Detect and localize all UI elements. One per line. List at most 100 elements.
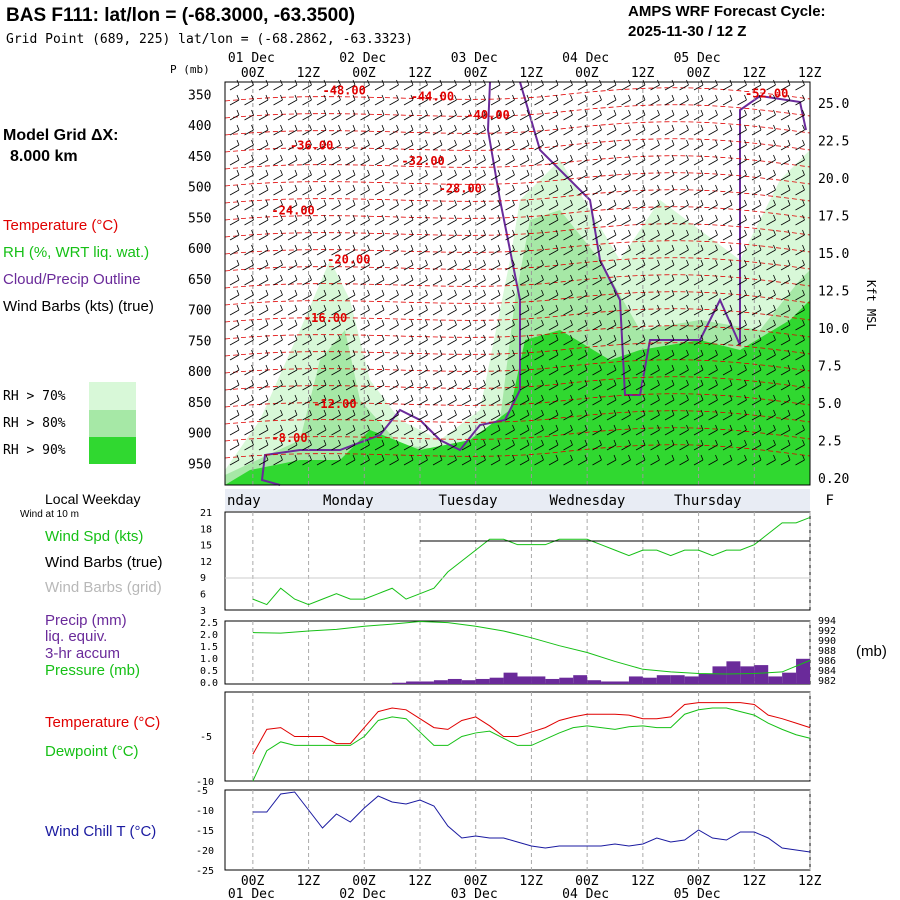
wind-barb <box>577 364 588 376</box>
wind-barb <box>722 124 733 136</box>
wind-barb <box>505 154 515 166</box>
wind-barb <box>302 109 312 121</box>
page-title: BAS F111: lat/lon = (-68.3000, -63.3500) <box>6 5 356 26</box>
temp-ytick: -5 <box>200 732 212 743</box>
wind-barb <box>766 274 776 286</box>
wind-barb <box>563 154 573 166</box>
wind-barb <box>751 409 762 421</box>
precip-ytick: 0.0 <box>200 678 218 689</box>
wind-barb <box>737 289 747 301</box>
wind-barb <box>519 169 530 181</box>
wind-barb <box>722 409 733 421</box>
wind-barb <box>389 364 399 376</box>
wind-barb <box>693 94 704 106</box>
wind-barb <box>490 259 501 271</box>
top-time-tick: 12Z <box>631 66 655 81</box>
wind-barb <box>737 454 747 466</box>
wind-barb <box>418 439 428 451</box>
wind-barb <box>403 94 414 106</box>
wind-barb <box>548 409 559 421</box>
wind-barb <box>418 379 428 391</box>
wind-barb <box>476 349 486 361</box>
wind-barb <box>490 364 501 376</box>
wind-barb <box>418 214 428 226</box>
wind-barb <box>403 304 414 316</box>
height-tick: 7.5 <box>818 360 841 375</box>
wind-barb <box>374 229 385 241</box>
wind-barb <box>780 94 791 106</box>
cloud-outline-2 <box>519 81 807 396</box>
wind-barb <box>722 379 733 391</box>
wind-barb <box>432 124 443 136</box>
wind-barb <box>287 394 298 406</box>
wind-barb <box>780 109 791 121</box>
wind-barb <box>679 424 689 436</box>
precip-bar <box>587 680 602 684</box>
wind-barb <box>331 439 341 451</box>
wind-barb <box>606 229 617 241</box>
wind-barb <box>258 154 269 166</box>
wind-barb <box>621 154 631 166</box>
wind-barb <box>258 289 269 301</box>
precip-label-2: liq. equiv. <box>45 628 108 645</box>
wind-barb <box>244 274 254 286</box>
wind-barb <box>548 334 559 346</box>
wind-barb <box>447 199 457 211</box>
wind-barb <box>258 274 269 286</box>
rh80-swatch <box>89 410 136 437</box>
pressure-ytick: 994 <box>818 616 836 627</box>
wind-barb <box>621 439 631 451</box>
wind-barb <box>490 304 501 316</box>
wind-barb <box>548 349 559 361</box>
precip-bar <box>698 673 713 684</box>
wind-barb <box>374 124 385 136</box>
wind-barb <box>345 439 356 451</box>
wind-barb <box>490 394 501 406</box>
wind-barb <box>563 334 573 346</box>
wind-barb <box>360 409 370 421</box>
wind-barb <box>316 454 327 466</box>
wind-barb <box>229 334 240 346</box>
wind-barb <box>229 139 240 151</box>
wind-barb <box>418 109 428 121</box>
wind-barb <box>360 94 370 106</box>
wind-barb <box>577 334 588 346</box>
bottom-time-tick: 00Z <box>687 874 711 889</box>
wind-barb <box>287 244 298 256</box>
wind-barb <box>693 319 704 331</box>
wind-barb <box>722 94 733 106</box>
wind-barb <box>592 274 602 286</box>
wind-barb <box>447 124 457 136</box>
wind-barb <box>679 454 689 466</box>
wind-barb <box>737 439 747 451</box>
wind-barb <box>273 379 283 391</box>
wind-barb <box>708 379 718 391</box>
wind-barb <box>505 199 515 211</box>
wind-barb <box>345 199 356 211</box>
wind-barb <box>447 364 457 376</box>
wind-barb <box>650 334 660 346</box>
wind-barb <box>476 394 486 406</box>
wind-barb <box>229 94 240 106</box>
wind-barb <box>461 379 472 391</box>
rh90-label: RH > 90% <box>3 443 66 458</box>
wind-barb <box>635 214 646 226</box>
wind-barb <box>229 364 240 376</box>
wind-barb <box>331 214 341 226</box>
windchill-label: Wind Chill T (°C) <box>45 823 157 840</box>
wind-barb <box>229 169 240 181</box>
wind-barb <box>606 454 617 466</box>
wind-barb <box>534 139 544 151</box>
wind-barb <box>664 199 675 211</box>
wind-barb <box>316 169 327 181</box>
wind-barb <box>664 124 675 136</box>
wind-barb <box>751 364 762 376</box>
precip-bar <box>740 666 755 684</box>
wind-barb <box>273 169 283 181</box>
wind-barb <box>664 424 675 436</box>
wind-barb <box>418 409 428 421</box>
wind-barb <box>287 454 298 466</box>
wind-barb <box>679 199 689 211</box>
wind-barb <box>722 274 733 286</box>
wind-barb <box>229 109 240 121</box>
